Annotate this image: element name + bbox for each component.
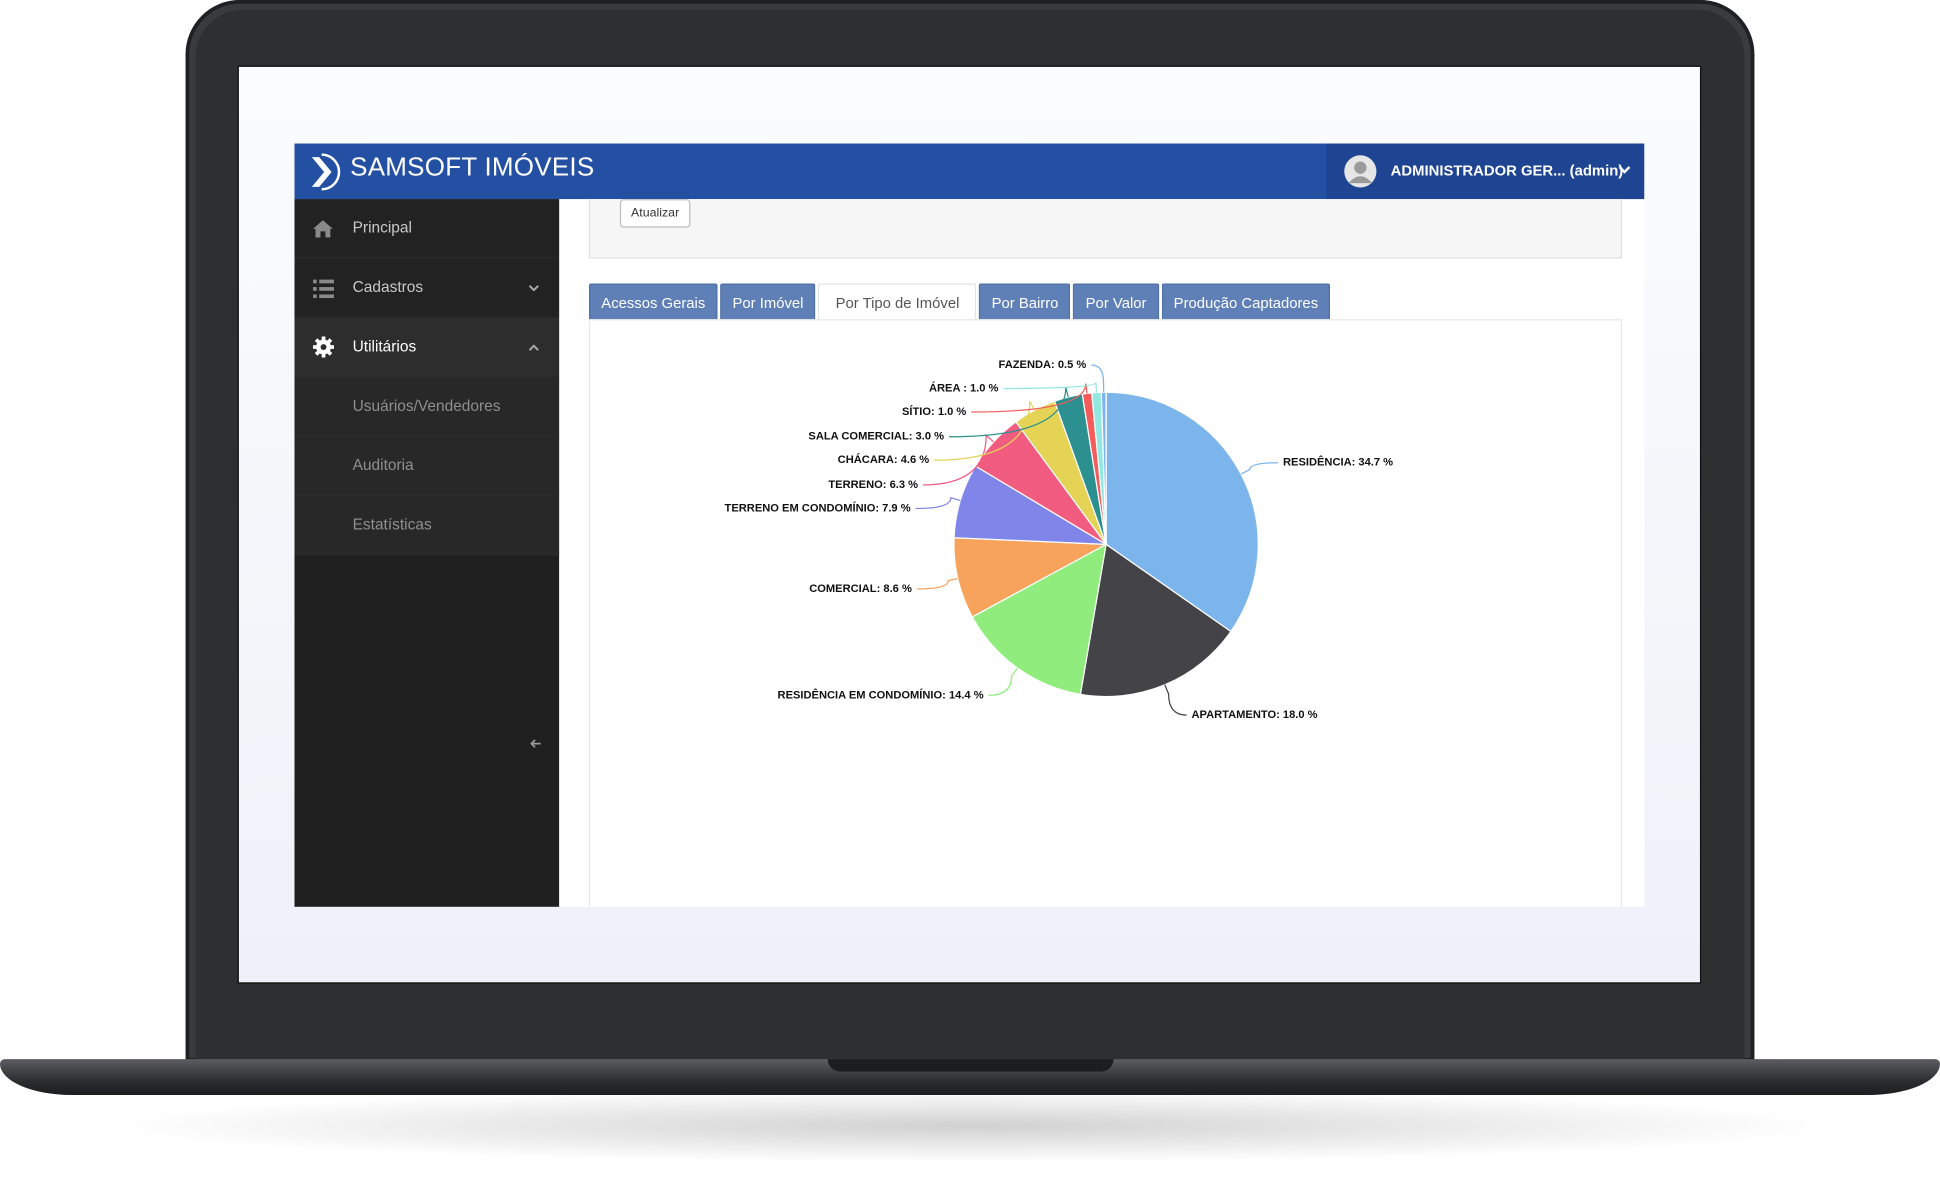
connector [1003, 382, 1098, 393]
home-icon [313, 220, 333, 238]
connector [934, 401, 1036, 461]
data-label: FAZENDA: 0.5 % [999, 359, 1087, 371]
menu-label: Utilitários [352, 337, 417, 356]
menu-label: Estatísticas [352, 515, 432, 534]
chevron [528, 285, 539, 292]
connector [948, 387, 1069, 438]
data-label: APARTAMENTO: 18.0 % [1191, 709, 1317, 721]
collapse-arrow[interactable] [530, 739, 542, 749]
submenu-item[interactable]: Auditoria [294, 436, 560, 497]
connector [988, 667, 1018, 696]
sidebar: Principal Cadastros Utilitários Usuários… [294, 199, 560, 907]
tab[interactable]: Produção Captadores [1161, 283, 1331, 321]
pie-slice [1105, 391, 1259, 633]
tab[interactable]: Acessos Gerais [588, 283, 718, 321]
header: SAMSOFT IMÓVEIS ADMINISTRADOR GER... (ad… [294, 143, 1645, 200]
data-label: RESIDÊNCIA EM CONDOMÍNIO: 14.4 % [778, 688, 984, 701]
chart-panel: RESIDÊNCIA: 34.7 % APARTAMENTO: 18.0 % RES… [588, 319, 1623, 907]
app: SAMSOFT IMÓVEIS ADMINISTRADOR GER... (ad… [294, 143, 1645, 907]
update-button[interactable]: Atualizar [619, 199, 691, 228]
tab[interactable]: Por Bairro [979, 283, 1071, 321]
pie-chart: RESIDÊNCIA: 34.7 % APARTAMENTO: 18.0 % RES… [725, 359, 1394, 721]
laptop-notch [827, 1059, 1114, 1072]
user-menu[interactable]: ADMINISTRADOR GER... (admin) [1326, 143, 1645, 200]
menu-label: Usuários/Vendedores [352, 397, 501, 415]
tab[interactable]: Por Imóvel [720, 283, 816, 321]
connector [1091, 364, 1105, 393]
brand: SAMSOFT IMÓVEIS [350, 153, 595, 182]
data-label: CHÁCARA: 4.6 % [838, 453, 930, 466]
tab[interactable]: Por Tipo de Imóvel [818, 283, 977, 321]
data-label: COMERCIAL: 8.6 % [809, 583, 912, 595]
filter-panel: Atualizar [588, 199, 1623, 259]
menu-item[interactable]: Utilitários [294, 317, 560, 378]
pie-slice [1079, 543, 1232, 698]
tab-bar: Acessos Gerais Por Imóvel Por Tipo de Imóv… [588, 283, 1331, 321]
shadow [98, 1088, 1842, 1164]
connector [1240, 462, 1279, 475]
connector [916, 577, 958, 590]
chevron [528, 344, 539, 351]
data-label: SÍTIO: 1.0 % [902, 405, 966, 418]
content: Atualizar Acessos Gerais Por Imóvel Por Ti… [559, 199, 1645, 907]
pie-slice [1100, 391, 1107, 545]
user-name: ADMINISTRADOR GER... (admin) [1390, 162, 1624, 180]
submenu-item[interactable]: Usuários/Vendedores [294, 377, 560, 437]
connector [922, 433, 994, 486]
data-label: SALA COMERCIAL: 3.0 % [808, 431, 944, 443]
data-label: TERRENO EM CONDOMÍNIO: 7.9 % [725, 501, 911, 514]
gear-icon [313, 336, 335, 358]
data-label: RESIDÊNCIA: 34.7 % [1283, 456, 1393, 469]
menu-label: Auditoria [352, 456, 414, 474]
menu-label: Principal [352, 218, 412, 237]
list-icon [313, 279, 335, 299]
pie-slice [971, 543, 1107, 696]
menu-item[interactable]: Cadastros [294, 258, 560, 318]
tab[interactable]: Por Valor [1073, 283, 1159, 321]
menu-item[interactable]: Principal [294, 199, 560, 259]
chevron [1618, 166, 1631, 174]
menu-label: Cadastros [352, 278, 424, 296]
connector [1164, 684, 1187, 716]
avatar [1344, 155, 1377, 188]
data-label: ÁREA : 1.0 % [929, 381, 999, 394]
data-label: TERRENO: 6.3 % [828, 479, 918, 491]
submenu-item[interactable]: Estatísticas [294, 496, 560, 556]
connector [915, 496, 961, 510]
logo [311, 153, 341, 191]
